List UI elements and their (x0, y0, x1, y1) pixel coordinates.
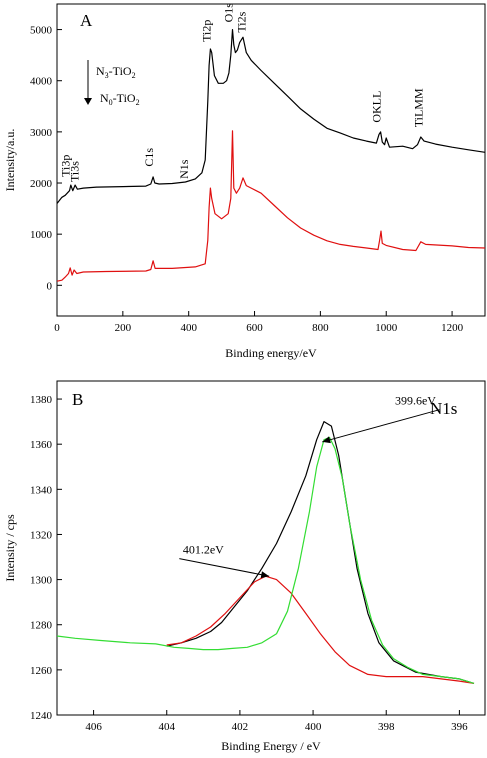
peak-position-label: 399.6eV (395, 394, 436, 408)
y-tick-label: 1240 (30, 710, 53, 722)
panel-b-x-ticks: 406 404 402 400 398 396 (85, 710, 468, 733)
annotation-arrow-head (322, 436, 331, 444)
panel-a-series (56, 29, 486, 282)
x-tick-label: 200 (115, 322, 132, 334)
y-tick-label: 4000 (30, 76, 53, 88)
x-tick-label: 1000 (375, 322, 398, 334)
peak-label: C1s (142, 148, 156, 167)
x-tick-label: 800 (312, 322, 329, 334)
peak-label: N1s (177, 159, 191, 179)
y-tick-label: 1300 (30, 575, 53, 587)
x-tick-label: 396 (451, 721, 468, 733)
x-tick-label: 600 (246, 322, 263, 334)
series-line-1 (166, 421, 475, 684)
panel-a-x-axis-label: Binding energy/eV (225, 346, 317, 360)
y-tick-label: 2000 (30, 178, 53, 190)
x-tick-label: 400 (180, 322, 197, 334)
series-line-2 (56, 130, 486, 282)
panel-b-label: B (72, 390, 83, 409)
y-tick-label: 3000 (30, 127, 53, 139)
panel-a-legend: N3-TiO2 N0-TiO2 (84, 60, 140, 107)
y-tick-label: 1340 (30, 484, 53, 496)
panel-b-peak-annotations: 399.6eV 401.2eV (179, 394, 440, 579)
annotation-arrow (322, 409, 440, 443)
peak-label: TiLMM (411, 88, 425, 127)
x-tick-label: 1200 (441, 322, 464, 334)
x-tick-label: 402 (232, 721, 249, 733)
peak-label: OKLL (370, 91, 384, 123)
x-tick-label: 400 (305, 721, 322, 733)
peak-label: Ti3s (68, 161, 82, 182)
series-line-3 (56, 436, 475, 684)
x-tick-label: 0 (54, 322, 60, 334)
y-tick-label: 1380 (30, 394, 53, 406)
legend-entry-n0-tio2: N0-TiO2 (100, 91, 140, 107)
y-tick-label: 1320 (30, 529, 53, 541)
panel-b-plot-frame (56, 380, 486, 716)
panel-a-x-ticks: 0 200 400 600 800 1000 1200 (54, 311, 464, 334)
x-tick-label: 406 (85, 721, 102, 733)
y-tick-label: 1360 (30, 439, 53, 451)
panel-b-n1s-label: N1s (430, 399, 457, 418)
panel-a-label: A (80, 11, 93, 30)
peak-label: O1s (221, 3, 235, 23)
annotation-arrow (179, 558, 270, 577)
panel-a-plot-frame (56, 3, 486, 317)
peak-label: Ti3p (59, 155, 73, 177)
y-tick-label: 0 (47, 280, 53, 292)
peak-label: Ti2s (234, 11, 248, 32)
panel-a-y-ticks: 0 1000 2000 3000 4000 5000 (30, 25, 62, 292)
annotation-arrow-head (260, 571, 270, 579)
peak-position-label: 401.2eV (183, 543, 224, 557)
panel-a-xps-survey: 0 1000 2000 3000 4000 5000 0 200 400 600 800 1000 1… (3, 3, 486, 360)
y-tick-label: 1000 (30, 229, 53, 241)
peak-label: Ti2p (199, 20, 213, 42)
y-tick-label: 1280 (30, 620, 53, 632)
series-line-1 (56, 29, 486, 204)
panel-b-series (56, 421, 475, 684)
panel-b-y-ticks: 1240 1260 1280 1300 1320 1340 1360 1380 (30, 394, 62, 722)
panel-b-x-axis-label: Binding Energy / eV (221, 739, 321, 753)
panel-a-y-axis-label: Intensity/a.u. (3, 129, 17, 192)
series-line-2 (166, 575, 475, 684)
y-tick-label: 5000 (30, 25, 53, 37)
x-tick-label: 398 (378, 721, 395, 733)
y-tick-label: 1260 (30, 665, 53, 677)
legend-arrow-head (84, 98, 92, 105)
panel-b-y-axis-label: Intensity / cps (3, 514, 17, 582)
legend-entry-n3-tio2: N3-TiO2 (96, 64, 136, 80)
x-tick-label: 404 (158, 721, 175, 733)
